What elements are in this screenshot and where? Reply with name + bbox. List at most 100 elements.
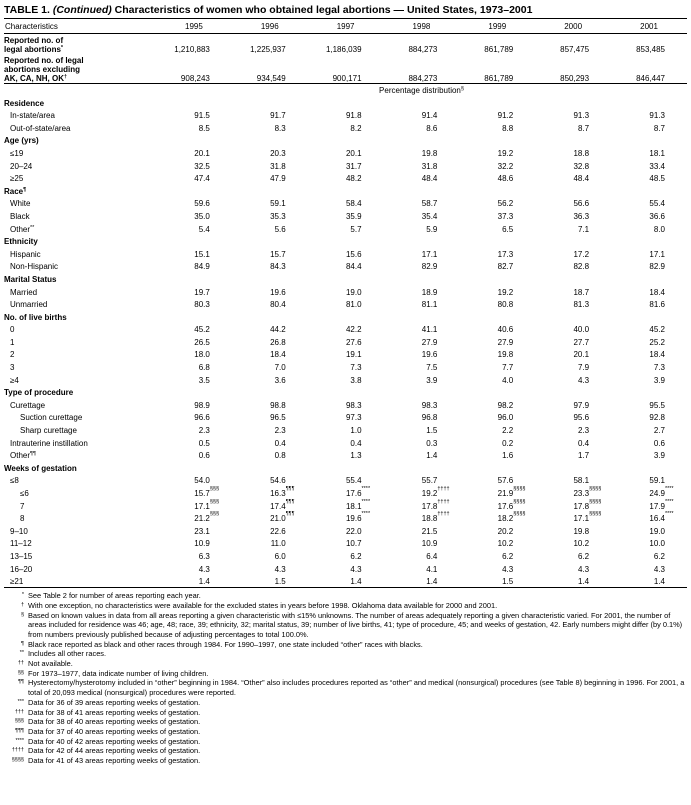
cell-value: 2.3 — [199, 426, 210, 435]
cell: 3.9 — [611, 448, 687, 460]
cell: 44.2 — [232, 322, 308, 334]
cell-value: 1.4 — [654, 577, 665, 586]
footnote-symbol: §§§§ — [11, 757, 24, 764]
cell-value: 4.3 — [578, 376, 589, 385]
value-text: 1.4 — [198, 577, 210, 587]
row-label-cell: ≥4 — [4, 372, 156, 385]
value-text: 58.1 — [573, 476, 590, 486]
cell-value: 27.9 — [498, 338, 514, 347]
cell-value: 900,171 — [333, 74, 362, 83]
data-row: Sharp curettage 2.3 2.3 1.0 1.5 2.2 2.3 2.7 — [4, 422, 687, 435]
data-row: Non-Hispanic 84.9 84.3 84.4 82.9 82.7 82.8 82.9 — [4, 259, 687, 271]
value-text: 20.1 — [345, 148, 362, 158]
cell: 8.0 — [611, 221, 687, 234]
cell: 97.9 — [535, 397, 611, 410]
cell: 1,225,937 — [232, 34, 308, 54]
value-text: 17.6 — [497, 501, 514, 511]
value-text: 1.4 — [426, 451, 438, 461]
value-text: 4.0 — [502, 375, 514, 385]
span-label: Percentage distribution — [379, 86, 461, 95]
value-text: 59.6 — [194, 199, 210, 209]
cell: 4.3 — [232, 561, 308, 574]
footnote-symbol: †† — [17, 660, 24, 667]
row-label: 0 — [10, 325, 15, 335]
cell: 48.4 — [384, 171, 460, 183]
cell-value: 15.1 — [194, 250, 210, 259]
cell: 19.2 — [459, 284, 535, 297]
cell-value: 16.3 ¶¶¶ — [270, 486, 295, 498]
cell: 0.5 — [156, 435, 232, 448]
page: TABLE 1. (Continued) Characteristics of … — [4, 4, 687, 765]
cell-value: 4.3 — [350, 565, 361, 574]
value-text: 1.4 — [350, 577, 362, 587]
cell-value: 4.3 — [275, 565, 286, 574]
row-label-cell: Sharp curettage — [4, 422, 156, 435]
cell-value: 861,789 — [484, 45, 513, 54]
value-text: 56.6 — [573, 199, 590, 209]
cell: 91.8 — [308, 108, 384, 120]
section-row: Marital Status — [4, 271, 687, 284]
cell: 10.2 — [535, 536, 611, 548]
cell: 21.5 — [384, 523, 460, 536]
cell: 33.4 — [611, 158, 687, 171]
cell-value: 48.4 — [422, 174, 438, 183]
cell: 19.8 — [535, 523, 611, 536]
value-text: 91.3 — [573, 111, 590, 121]
value-text: 48.2 — [345, 174, 362, 184]
cell: 40.6 — [459, 322, 535, 334]
row-label-cell: Other¶¶ — [4, 448, 156, 460]
value-text: 3.9 — [426, 375, 438, 385]
cell: 0.6 — [611, 435, 687, 448]
cell-value: 92.8 — [649, 413, 665, 422]
cell-value: 54.6 — [270, 476, 286, 485]
cell: 27.9 — [384, 334, 460, 347]
value-text: 20.1 — [194, 148, 210, 158]
value-text: 2.3 — [577, 426, 590, 436]
cell: 20.1 — [156, 145, 232, 158]
value-text: 40.0 — [573, 325, 590, 335]
cell-value: 8.6 — [426, 124, 437, 133]
footnote: † With one exception, no characteristics … — [4, 601, 687, 611]
value-text: 0.4 — [350, 438, 362, 448]
value-text: 5.9 — [426, 224, 438, 234]
cell: 20.1 — [308, 145, 384, 158]
cell-value: 7.9 — [578, 363, 589, 372]
value-text: 5.4 — [198, 224, 210, 234]
cell: 17.1 — [384, 246, 460, 259]
row-label: Sharp curettage — [20, 426, 77, 436]
value-text: 23.3 — [573, 489, 590, 498]
row-label-cell: Suction curettage — [4, 410, 156, 422]
cell-value: 8.7 — [654, 124, 665, 133]
title-text: Characteristics of women who obtained le… — [114, 4, 533, 16]
cell: 0.4 — [535, 435, 611, 448]
cell: 96.6 — [156, 410, 232, 422]
value-text: 59.1 — [270, 199, 286, 209]
cell: 84.3 — [232, 259, 308, 271]
value-text: 1.7 — [577, 451, 590, 461]
value-text: 3.5 — [198, 375, 210, 385]
cell: 1.5 — [384, 422, 460, 435]
row-label-cell: Married — [4, 284, 156, 297]
cell: 82.7 — [459, 259, 535, 271]
cell-value: 84.4 — [346, 262, 362, 271]
data-row: ≥25 47.4 47.9 48.2 48.4 48.6 48.4 48.5 — [4, 171, 687, 184]
cell: 19.6 — [232, 284, 308, 297]
cell-value: 1,225,937 — [250, 45, 286, 54]
cell: 850,293 — [535, 54, 611, 84]
data-table: Characteristics 1995 1996 1997 1998 1999 2000 2… — [4, 19, 687, 589]
value-text: 4.3 — [577, 375, 590, 385]
row-label: ≤8 — [10, 476, 19, 486]
section-row: Ethnicity — [4, 234, 687, 246]
cell: 47.4 — [156, 171, 232, 183]
row-label: ≤19 — [10, 148, 24, 158]
cell-value: 20.1 — [573, 350, 589, 359]
cell: 0.3 — [384, 435, 460, 448]
cell: 7.5 — [384, 359, 460, 372]
cell-value: 40.6 — [498, 325, 514, 334]
cell: 18.1 **** — [308, 498, 384, 511]
cell-value: 19.6 — [422, 350, 438, 359]
cell: 54.0 — [156, 473, 232, 485]
cell-value: 934,549 — [257, 74, 286, 83]
section-heading: Type of procedure — [4, 385, 687, 397]
cell-value: 3.9 — [426, 376, 437, 385]
